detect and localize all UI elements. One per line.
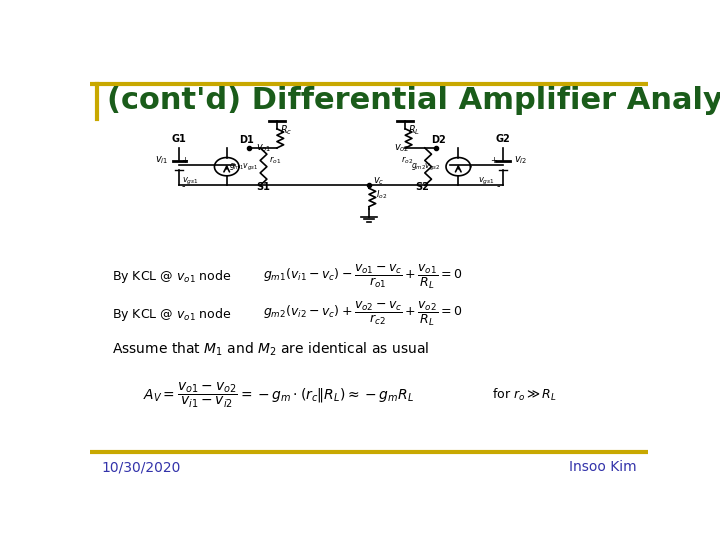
Text: $R_L$: $R_L$	[408, 123, 420, 137]
Text: By KCL @ $v_{o1}$ node: By KCL @ $v_{o1}$ node	[112, 268, 232, 285]
Text: (cont'd) Differential Amplifier Analysis: (cont'd) Differential Amplifier Analysis	[107, 86, 720, 114]
Text: G1: G1	[172, 134, 186, 144]
Text: $r_{o2}$: $r_{o2}$	[401, 154, 413, 166]
Text: By KCL @ $v_{o1}$ node: By KCL @ $v_{o1}$ node	[112, 306, 232, 323]
Text: D2: D2	[431, 135, 446, 145]
Text: $v_{o2}$: $v_{o2}$	[394, 142, 410, 154]
Text: -: -	[181, 181, 185, 191]
Text: $A_V = \dfrac{v_{o1} - v_{o2}}{v_{i1} - v_{i2}} = -g_m \cdot (r_c \| R_L) \appro: $A_V = \dfrac{v_{o1} - v_{o2}}{v_{i1} - …	[143, 381, 414, 410]
Text: $v_{gs1}$: $v_{gs1}$	[181, 176, 199, 186]
Text: $r_{o1}$: $r_{o1}$	[269, 154, 282, 166]
Text: +: +	[181, 156, 189, 165]
Text: $v_c$: $v_c$	[374, 175, 385, 187]
Text: $v_{i1}$: $v_{i1}$	[155, 154, 168, 166]
Text: Insoo Kim: Insoo Kim	[570, 460, 637, 474]
Text: $I_{o2}$: $I_{o2}$	[376, 188, 387, 201]
Text: $v_{o1}$: $v_{o1}$	[256, 142, 271, 154]
Text: -: -	[496, 181, 500, 191]
Text: $g_{m2}(v_{i2} - v_c) + \dfrac{v_{o2} - v_c}{r_{c2}} + \dfrac{v_{o2}}{R_L} = 0$: $g_{m2}(v_{i2} - v_c) + \dfrac{v_{o2} - …	[263, 300, 462, 328]
Text: $g_{m1}(v_{i1} - v_c) - \dfrac{v_{o1} - v_c}{r_{o1}} + \dfrac{v_{o1}}{R_L} = 0$: $g_{m1}(v_{i1} - v_c) - \dfrac{v_{o1} - …	[263, 263, 462, 291]
Text: G2: G2	[495, 134, 510, 144]
Text: D1: D1	[239, 135, 253, 145]
Text: $R_c$: $R_c$	[280, 123, 292, 137]
Text: S2: S2	[415, 183, 429, 192]
Text: $g_{m1}v_{gs1}$: $g_{m1}v_{gs1}$	[229, 162, 258, 173]
Text: Assume that $M_1$ and $M_2$ are identical as usual: Assume that $M_1$ and $M_2$ are identica…	[112, 341, 429, 359]
Text: +: +	[490, 156, 498, 165]
Text: $g_{m2}v_{gs2}$: $g_{m2}v_{gs2}$	[411, 162, 440, 173]
Text: for $r_o \gg R_L$: for $r_o \gg R_L$	[492, 387, 557, 403]
Text: $v_{i2}$: $v_{i2}$	[514, 154, 527, 166]
Text: 10/30/2020: 10/30/2020	[101, 460, 181, 474]
Text: $v_{gs1}$: $v_{gs1}$	[478, 176, 495, 186]
Text: S1: S1	[256, 183, 270, 192]
